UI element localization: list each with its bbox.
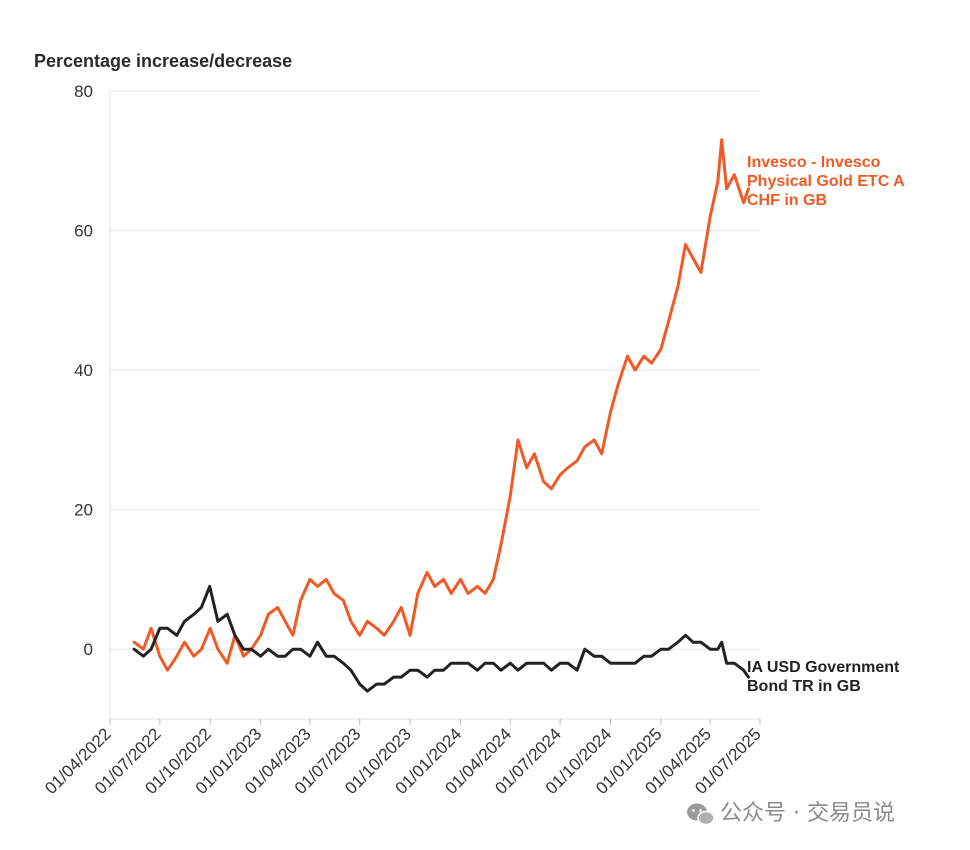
watermark-text: 公众号 · 交易员说 xyxy=(720,801,895,826)
series-label-line: Physical Gold ETC A xyxy=(747,173,905,190)
y-tick-label: 0 xyxy=(84,640,93,659)
grid-lines xyxy=(109,90,760,720)
x-tick-labels: 01/04/202201/07/202201/10/202201/01/2023… xyxy=(41,719,765,798)
y-tick-label: 60 xyxy=(74,222,93,241)
y-tick-labels: 0 20 40 60 80 xyxy=(74,82,93,659)
y-tick-label: 80 xyxy=(74,82,93,101)
series-label: IA USD Government Bond TR in GB xyxy=(747,659,900,695)
series-label-line: Invesco - Invesco xyxy=(747,154,881,171)
watermark: 公众号 · 交易员说 xyxy=(687,801,895,826)
series-lines xyxy=(132,138,750,693)
y-tick-label: 40 xyxy=(74,361,93,380)
series-line xyxy=(132,584,750,693)
y-tick-label: 20 xyxy=(74,501,93,520)
series-label: Invesco - Invesco Physical Gold ETC A CHF … xyxy=(747,154,905,209)
wechat-icon xyxy=(687,803,715,826)
series-line xyxy=(132,138,750,672)
y-axis-label: Percentage increase/decrease xyxy=(34,51,292,71)
series-label-line: Bond TR in GB xyxy=(747,678,861,695)
series-label-line: CHF in GB xyxy=(747,192,827,209)
series-label-line: IA USD Government xyxy=(747,659,900,676)
series-end-labels: Invesco - Invesco Physical Gold ETC A CHF … xyxy=(747,154,905,695)
